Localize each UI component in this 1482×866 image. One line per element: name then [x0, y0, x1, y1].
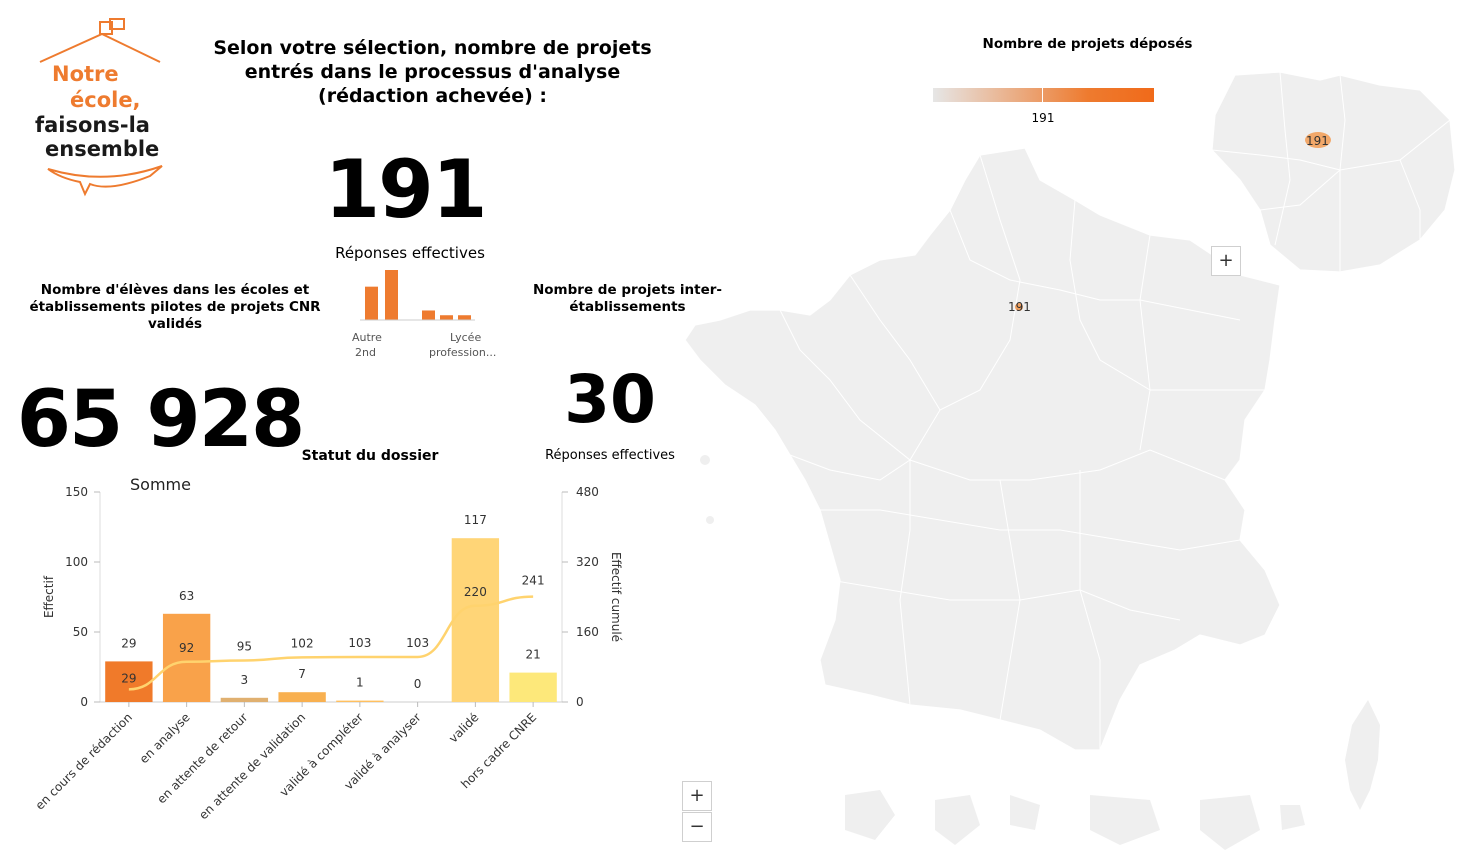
cumulative-value-label: 102 — [291, 636, 314, 650]
france-map[interactable]: 191 191 — [680, 60, 1480, 860]
mini-chart-bar[interactable] — [458, 315, 471, 320]
status-bar[interactable] — [509, 672, 557, 702]
bar-value-label: 117 — [464, 513, 487, 527]
statut-chart-title: Statut du dossier — [301, 448, 439, 464]
map-corsica[interactable] — [1345, 700, 1380, 810]
map-overseas-6[interactable] — [1280, 805, 1305, 830]
map-overseas-3[interactable] — [1010, 795, 1040, 830]
logo-text-ecole: école, — [70, 88, 141, 112]
map-overseas-4[interactable] — [1090, 795, 1160, 845]
y2-axis-label: Effectif cumulé — [609, 552, 623, 642]
mini-chart-bar[interactable] — [365, 286, 378, 320]
y2-tick-label: 320 — [576, 555, 599, 569]
bar-value-label: 29 — [121, 636, 136, 650]
statut-chart-subtitle: Somme — [130, 475, 191, 494]
map-title: Nombre de projets déposés — [982, 36, 1193, 52]
x-tick-label: validé — [446, 710, 481, 745]
y-tick-label: 100 — [65, 555, 88, 569]
mini-chart-bar[interactable] — [422, 310, 435, 320]
y-tick-label: 50 — [73, 625, 88, 639]
cumulative-value-label: 103 — [406, 636, 429, 650]
map-inset-idf[interactable] — [1211, 71, 1456, 273]
bar-value-label: 0 — [414, 677, 422, 691]
statut-chart[interactable]: Somme 0 50 100 150 0 160 320 480 Effectif Effectif… — [0, 470, 640, 850]
cumulative-value-label: 241 — [522, 574, 545, 588]
map-marker-main[interactable] — [1015, 303, 1023, 311]
map-overseas-5[interactable] — [1200, 795, 1260, 850]
mini-chart-bar[interactable] — [385, 270, 398, 320]
y-tick-label: 0 — [80, 695, 88, 709]
bar-value-label: 3 — [241, 673, 249, 687]
cumulative-line[interactable] — [128, 595, 534, 691]
kpi-inter-value: 30 — [564, 361, 656, 438]
y-tick-label: 150 — [65, 485, 88, 499]
kpi-projets-value: 191 — [324, 143, 488, 236]
status-bar[interactable] — [220, 697, 269, 702]
map-inset-zoom-in-button[interactable]: + — [1211, 246, 1241, 276]
kpi-inter-title: Nombre de projets inter-établissements — [532, 282, 722, 315]
map-france-mainland[interactable] — [684, 147, 1281, 751]
page-title: Selon votre sélection, nombre de projets… — [213, 37, 652, 107]
map-legend-value: 191 — [1031, 111, 1055, 125]
map-overseas-1[interactable] — [845, 790, 895, 840]
y2-tick-label: 160 — [576, 625, 599, 639]
map-overseas-2[interactable] — [935, 795, 980, 845]
bar-value-label: 21 — [525, 648, 540, 662]
logo-text-notre: Notre — [52, 62, 119, 86]
cumulative-value-label: 29 — [121, 671, 136, 685]
map-island-1 — [700, 455, 710, 465]
cumulative-value-label: 92 — [179, 641, 194, 655]
mini-chart-label-lycee: Lycée profession... — [429, 331, 496, 359]
logo-text-faisons: faisons-la — [35, 113, 150, 137]
kpi-eleves-value: 65 928 — [16, 375, 306, 465]
logo-text-ensemble: ensemble — [45, 137, 160, 161]
map-marker-inset-label: 191 — [1306, 134, 1329, 148]
map-zoom-out-button[interactable]: − — [682, 812, 712, 842]
map-departement-borders — [779, 154, 1265, 750]
logo-roof-icon — [39, 18, 163, 197]
status-bar[interactable] — [451, 538, 500, 702]
x-tick-label: en cours de rédaction — [33, 710, 135, 812]
map-marker-main-label: 191 — [1008, 300, 1031, 314]
status-bar[interactable] — [162, 613, 211, 702]
kpi-eleves-title: Nombre d'élèves dans les écoles et établ… — [29, 282, 321, 332]
status-bar[interactable] — [105, 661, 153, 702]
kpi-inter-caption: Réponses effectives — [545, 448, 675, 463]
mini-bar-chart[interactable]: Autre 2nd Lycée profession... — [335, 262, 510, 362]
cumulative-value-label: 220 — [464, 585, 487, 599]
bar-value-label: 63 — [179, 589, 194, 603]
map-zoom-in-button[interactable]: + — [682, 781, 712, 811]
map-island-2 — [706, 516, 714, 524]
map-legend-tick — [1042, 86, 1043, 104]
map-inset-borders — [1211, 71, 1451, 272]
x-tick-label: en attente de validation — [196, 710, 308, 822]
y2-tick-label: 480 — [576, 485, 599, 499]
status-bar[interactable] — [336, 700, 384, 702]
map-legend-gradient — [933, 88, 1154, 102]
cumulative-value-label: 103 — [348, 636, 371, 650]
bar-value-label: 1 — [356, 676, 364, 690]
y2-tick-label: 0 — [576, 695, 584, 709]
y-axis-label: Effectif — [42, 575, 56, 618]
logo: Notre école, faisons-la ensemble — [30, 14, 180, 204]
status-bar[interactable] — [278, 692, 326, 702]
mini-chart-bar[interactable] — [440, 315, 453, 320]
kpi-projets-caption: Réponses effectives — [335, 244, 485, 262]
mini-chart-label-autre: Autre 2nd — [352, 331, 382, 359]
bar-value-label: 7 — [298, 667, 306, 681]
x-tick-label: en analyse — [137, 710, 193, 766]
cumulative-value-label: 95 — [237, 639, 252, 653]
map-marker-inset[interactable] — [1305, 132, 1331, 148]
